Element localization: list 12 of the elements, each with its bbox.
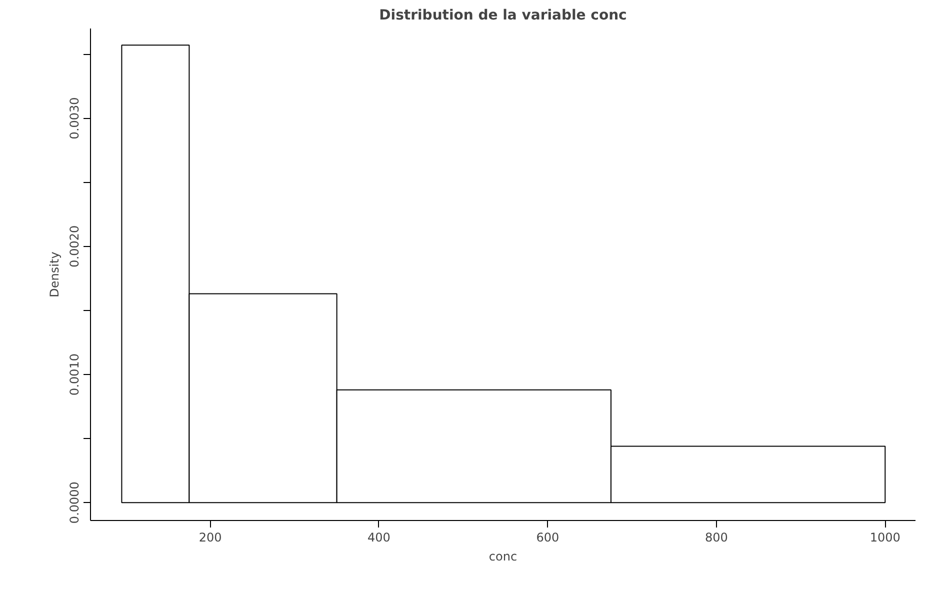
x-tick-label: 400	[368, 530, 390, 544]
y-axis-title: Density	[48, 252, 62, 298]
x-axis-title: conc	[488, 550, 518, 564]
x-tick-label: 600	[536, 530, 560, 544]
y-tick-label: 0.0000	[68, 482, 82, 524]
y-tick-label: 0.0010	[68, 353, 82, 396]
x-tick-label: 200	[198, 530, 222, 544]
x-tick-label: 1000	[870, 530, 900, 544]
y-tick-label: 0.0020	[68, 225, 82, 268]
x-tick-label: 800	[704, 530, 728, 544]
chart-title: Distribution de la variable conc	[379, 8, 627, 24]
y-tick-label: 0.0030	[68, 97, 82, 140]
